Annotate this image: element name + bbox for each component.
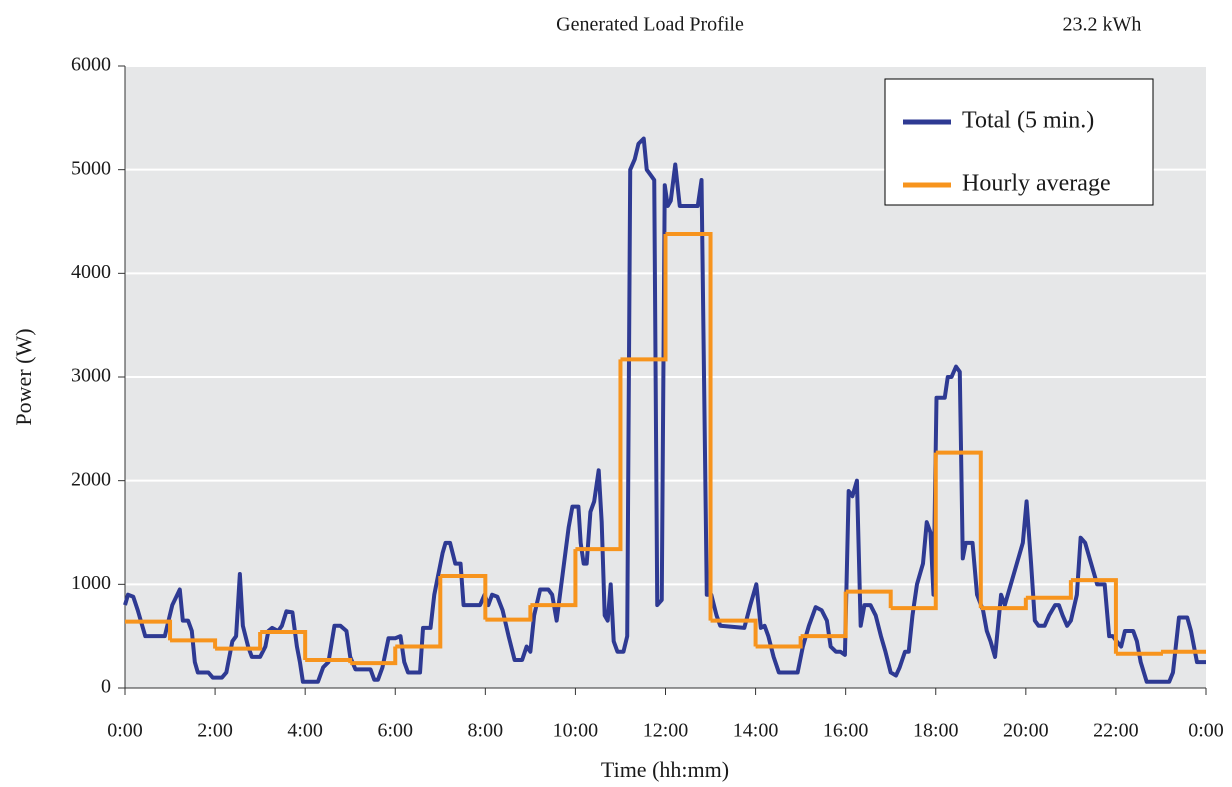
x-tick-label: 16:00	[823, 720, 869, 742]
step-segment	[620, 233, 668, 362]
x-axis-label: Time (hh:mm)	[601, 757, 729, 782]
x-tick-label: 0:00	[107, 720, 143, 742]
step-segment	[575, 359, 623, 552]
x-tick-label: 12:00	[643, 720, 689, 742]
y-tick-label: 2000	[71, 468, 111, 490]
step-segment	[305, 658, 353, 664]
x-tick-label: 2:00	[197, 720, 233, 742]
x-tick-label: 22:00	[1093, 720, 1139, 742]
step-segment	[980, 597, 1028, 611]
step-segment	[800, 591, 848, 639]
step-segment	[260, 630, 308, 661]
x-tick-label: 6:00	[377, 720, 413, 742]
step-segment	[1115, 651, 1163, 656]
annotation: 23.2 kWh	[1063, 14, 1142, 36]
step-segment	[125, 619, 173, 641]
chart-title: Generated Load Profile	[556, 14, 744, 36]
y-tick-label: 5000	[71, 157, 111, 179]
y-tick-label: 4000	[71, 261, 111, 283]
x-tick-label: 20:00	[1003, 720, 1049, 742]
step-segment	[170, 638, 218, 649]
line-series	[123, 136, 1206, 684]
x-tick-label: 10:00	[553, 720, 599, 742]
legend-label: Hourly average	[962, 171, 1111, 197]
x-tick-label: 0:00	[1188, 720, 1224, 742]
step-segment	[755, 636, 803, 649]
step-segment	[845, 589, 893, 609]
step-segment	[215, 632, 263, 651]
step-segment	[890, 452, 938, 611]
step-segment	[350, 646, 398, 666]
y-tick-label: 6000	[71, 54, 111, 76]
y-tick-label: 3000	[71, 365, 111, 387]
step-segment	[485, 605, 533, 622]
step-segment	[710, 618, 758, 647]
step-segment	[530, 549, 578, 608]
step-segment	[395, 576, 443, 649]
step-segment	[1025, 580, 1073, 600]
y-tick-label: 0	[101, 676, 111, 698]
step-segment	[665, 231, 713, 621]
step-segment	[935, 450, 983, 609]
x-tick-label: 18:00	[913, 720, 959, 742]
x-tick-label: 8:00	[468, 720, 504, 742]
step-segment	[1070, 578, 1118, 654]
y-axis-label: Power (W)	[11, 328, 36, 425]
y-tick-label: 1000	[71, 572, 111, 594]
step-segment	[440, 574, 488, 620]
x-tick-label: 4:00	[287, 720, 323, 742]
legend-label: Total (5 min.)	[962, 108, 1094, 134]
x-tick-label: 14:00	[733, 720, 779, 742]
